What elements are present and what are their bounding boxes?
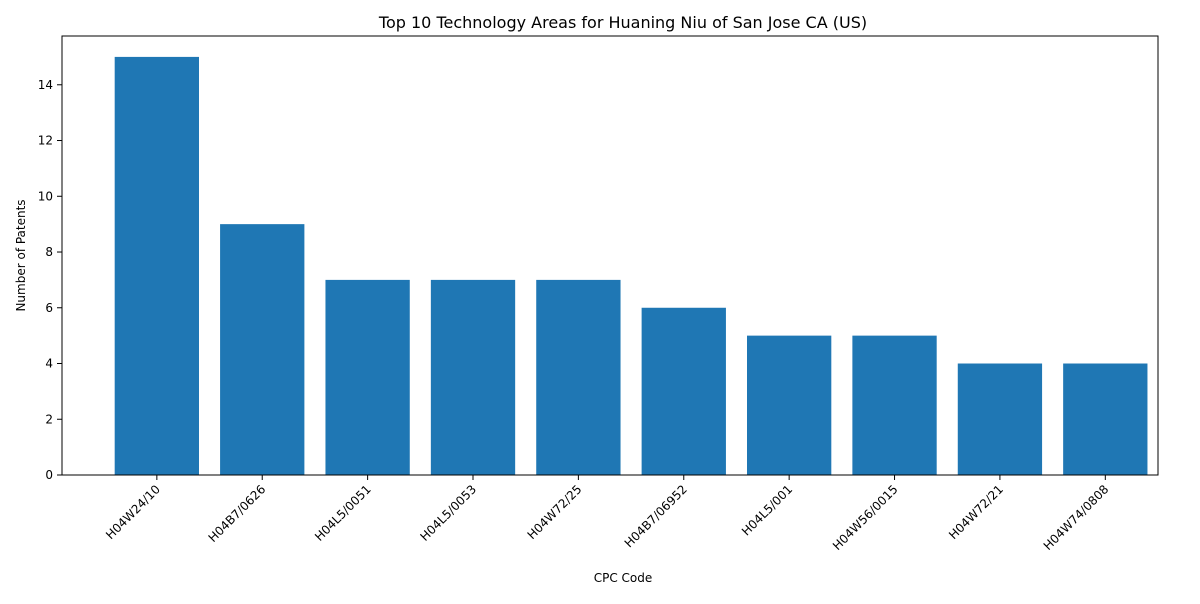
bar-h04l5-0051 [325, 280, 409, 475]
x-tick-label: H04W72/25 [525, 482, 585, 542]
bar-h04w74-0808 [1063, 364, 1147, 475]
y-tick-label: 12 [38, 134, 53, 148]
x-tick-label: H04W72/21 [946, 482, 1006, 542]
x-tick-label: H04B7/0626 [206, 482, 269, 545]
y-tick-label: 8 [45, 245, 53, 259]
x-tick-label: H04B7/06952 [622, 482, 690, 550]
y-axis-label: Number of Patents [14, 199, 28, 311]
x-tick-label: H04W74/0808 [1041, 482, 1112, 553]
bar-h04w72-21 [958, 364, 1042, 475]
bars-group [115, 57, 1148, 475]
bar-h04w72-25 [536, 280, 620, 475]
bar-h04b7-06952 [642, 308, 726, 475]
y-tick-label: 6 [45, 301, 53, 315]
x-tick-label: H04W24/10 [103, 482, 163, 542]
bar-h04b7-0626 [220, 224, 304, 475]
bar-h04w56-0015 [852, 336, 936, 475]
bar-h04l5-001 [747, 336, 831, 475]
x-axis-label: CPC Code [594, 571, 653, 585]
x-tick-label: H04W56/0015 [830, 482, 901, 553]
bar-h04l5-0053 [431, 280, 515, 475]
y-tick-label: 4 [45, 357, 53, 371]
y-tick-label: 14 [38, 78, 53, 92]
bar-h04w24-10 [115, 57, 199, 475]
x-tick-label: H04L5/0053 [417, 482, 479, 544]
chart-title: Top 10 Technology Areas for Huaning Niu … [378, 13, 867, 32]
y-tick-label: 10 [38, 189, 53, 203]
y-tick-label: 2 [45, 412, 53, 426]
x-tick-label: H04L5/0051 [312, 482, 374, 544]
y-axis-ticks: 0 2 4 6 8 10 12 14 [38, 78, 62, 482]
x-axis-ticks: H04W24/10 H04B7/0626 H04L5/0051 H04L5/0053 H… [103, 475, 1111, 553]
x-tick-label: H04L5/001 [739, 482, 795, 538]
y-tick-label: 0 [45, 468, 53, 482]
